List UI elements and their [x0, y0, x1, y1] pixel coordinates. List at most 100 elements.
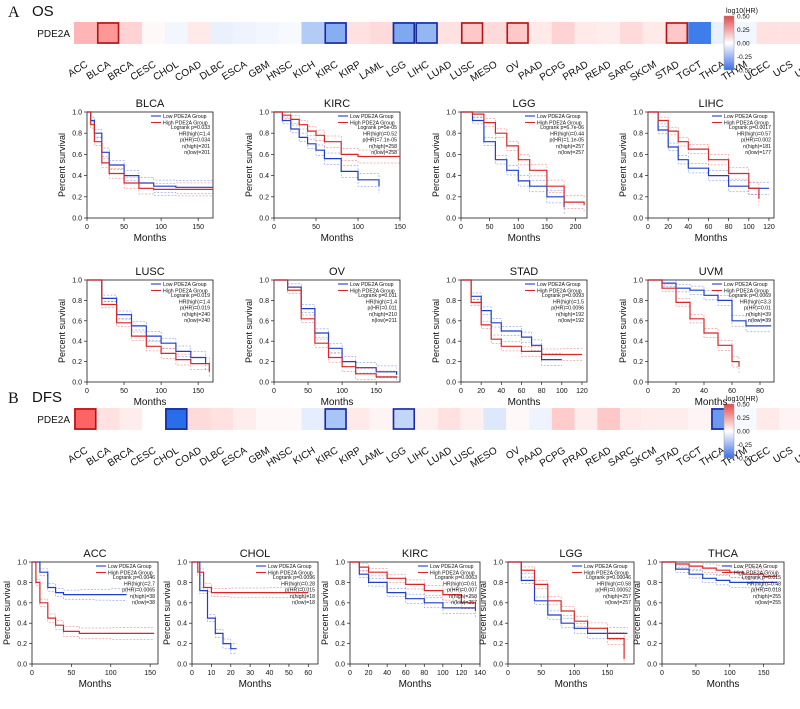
km-ci-lower-high-b-lgg: [508, 561, 625, 664]
km-ytick-label-a-lgg: 0.6: [446, 152, 456, 159]
km-ytick-label-a-lusc: 0.4: [72, 339, 82, 346]
km-ci-lower-high-a-lusc: [87, 279, 210, 379]
km-xtick-label-a-kirc: 0: [272, 224, 276, 231]
heatmap-cell-lusc: [460, 22, 484, 44]
heatmap-highlight-lgg: [392, 22, 416, 44]
heatmap-cell-thym: [733, 408, 757, 430]
km-ytick-label-a-stad: 0.4: [446, 339, 456, 346]
km-curve-high-a-blca: [87, 111, 213, 190]
heatmap-cell-paad: [529, 408, 552, 430]
km-ci-upper-low-b-chol: [192, 561, 237, 644]
heatmap-cell-prad: [574, 408, 598, 430]
heatmap-cell-gbm: [256, 408, 279, 430]
km-legend-label-a-kirc: Low PDE2A Group: [350, 114, 394, 120]
km-ytick-label-a-lihc: 0.4: [633, 173, 643, 180]
heatmap-col-label: LUAD: [426, 445, 454, 468]
km-stat-a-uvm: n(high)=39: [746, 312, 771, 318]
km-ytick-label-a-kirc: 0.8: [259, 131, 269, 138]
km-stat-b-lgg: Logrank p=0.00046: [586, 575, 631, 581]
km-xtick-label-a-lusc: 0: [85, 388, 89, 395]
km-xtick-label-a-stad: 100: [556, 388, 568, 395]
heatmap-cell-kich: [301, 22, 325, 44]
km-ytick-label-b-acc: 0.2: [17, 641, 27, 648]
colorbar: [723, 15, 735, 71]
km-ytick-label-b-kirc: 0.8: [335, 580, 345, 587]
km-stat-a-uvm: p(HR)=0.01: [744, 306, 771, 312]
heatmap-cell-acc: [74, 22, 97, 44]
km-xtick-label-a-lusc: 100: [155, 388, 167, 395]
heatmap-cell-meso: [483, 22, 507, 44]
km-ci-lower-low-b-acc: [32, 561, 127, 601]
km-xtick-label-a-kirc: 150: [394, 224, 406, 231]
km-xtick-label-a-blca: 150: [192, 224, 204, 231]
km-frame-b-chol: [191, 561, 319, 665]
km-ylabel-b-kirc: Percent survival: [320, 581, 330, 645]
km-xtick-label-a-ov: 50: [304, 388, 312, 395]
heatmap-col-label: CESC: [129, 59, 158, 83]
km-legend-label-b-thca: Low PDE2A Group: [734, 564, 778, 570]
km-stat-a-lihc: n(high)=181: [743, 144, 771, 150]
km-stat-b-lgg: n(high)=257: [603, 594, 631, 600]
km-ytick-label-a-lusc: 0.2: [72, 359, 82, 366]
km-ytick-label-a-lgg: 1.0: [446, 110, 456, 117]
km-stat-a-kirc: n(low)=258: [371, 150, 397, 156]
km-curve-high-a-ov: [274, 279, 398, 378]
km-xtick-label-b-chol: 10: [207, 670, 215, 677]
km-legend-label-a-blca: Low PDE2A Group: [163, 114, 207, 120]
km-xtick-label-a-lgg: 0: [459, 224, 463, 231]
heatmap-highlight-stad: [665, 22, 689, 44]
km-xtick-label-b-thca: 100: [724, 670, 736, 677]
km-title-a-uvm: UVM: [699, 266, 723, 278]
km-title-a-stad: STAD: [510, 266, 539, 278]
km-curve-high-a-kirc: [274, 111, 400, 158]
heatmap-cell-pcpg: [551, 22, 575, 44]
heatmap-cell-skcm: [642, 22, 666, 44]
km-stat-a-lihc: Logrank p=0.0017: [729, 125, 771, 131]
heatmap-cell-blca: [96, 408, 120, 430]
km-ytick-label-a-kirc: 1.0: [259, 110, 269, 117]
km-xtick-label-a-uvm: 80: [756, 388, 764, 395]
km-curve-low-a-stad: [461, 279, 562, 361]
km-xtick-label-a-ov: 0: [272, 388, 276, 395]
km-ytick-label-a-lihc: 0.6: [633, 152, 643, 159]
km-curve-low-a-lgg: [461, 111, 565, 208]
km-xlabel-b-kirc: Months: [399, 679, 432, 690]
heatmap-cell-dlbc: [210, 408, 234, 430]
km-stat-b-acc: n(high)=38: [130, 594, 155, 600]
km-xtick-label-a-uvm: 60: [728, 388, 736, 395]
km-ytick-label-b-acc: 1.0: [17, 560, 27, 567]
km-title-b-kirc: KIRC: [402, 548, 428, 560]
heatmap-cell-kirc: [324, 408, 347, 430]
km-ylabel-b-lgg: Percent survival: [478, 581, 488, 645]
heatmap-cell-kich: [301, 408, 325, 430]
km-stat-a-kirc: Logrank p=5e-05: [358, 125, 397, 131]
heatmap-col-label: LGG: [385, 445, 409, 466]
heatmap-cell-read: [597, 408, 620, 430]
km-title-a-kirc: KIRC: [324, 98, 350, 110]
km-xtick-label-a-stad: 40: [497, 388, 505, 395]
heatmap-highlight-chol: [165, 408, 188, 430]
km-ytick-label-a-lusc: 1.0: [72, 278, 82, 285]
km-xtick-label-a-uvm: 20: [672, 388, 680, 395]
km-frame-a-lihc: [647, 111, 775, 219]
km-legend-label-a-ov: Low PDE2A Group: [350, 282, 394, 288]
km-legend-label-a-blca: High PDE2A Group: [163, 121, 208, 127]
km-xtick-label-a-stad: 60: [518, 388, 526, 395]
km-xtick-label-b-kirc: 0: [348, 670, 352, 677]
heatmap-cell-chol: [165, 22, 188, 44]
km-xtick-label-a-lusc: 150: [192, 388, 204, 395]
km-ci-lower-high-b-acc: [32, 561, 155, 640]
heatmap-cell-prad: [574, 22, 598, 44]
km-curve-low-a-blca: [87, 111, 213, 188]
heatmap-col-label: ESCA: [220, 59, 249, 83]
km-ytick-label-a-blca: 0.8: [72, 131, 82, 138]
km-ytick-label-a-lihc: 0.2: [633, 194, 643, 201]
km-stat-a-lusc: n(high)=240: [182, 312, 210, 318]
km-ytick-label-b-kirc: 1.0: [335, 560, 345, 567]
heatmap-cell-coad: [187, 22, 211, 44]
km-ytick-label-a-stad: 0.0: [446, 380, 456, 387]
km-xtick-label-b-thca: 50: [692, 670, 700, 677]
km-ytick-label-a-stad: 0.2: [446, 359, 456, 366]
heatmap-row-label: PDE2A: [37, 29, 70, 40]
heatmap-cell-laml: [369, 408, 393, 430]
